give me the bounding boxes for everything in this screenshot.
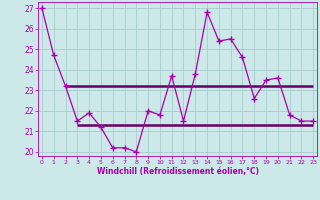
X-axis label: Windchill (Refroidissement éolien,°C): Windchill (Refroidissement éolien,°C) <box>97 167 259 176</box>
